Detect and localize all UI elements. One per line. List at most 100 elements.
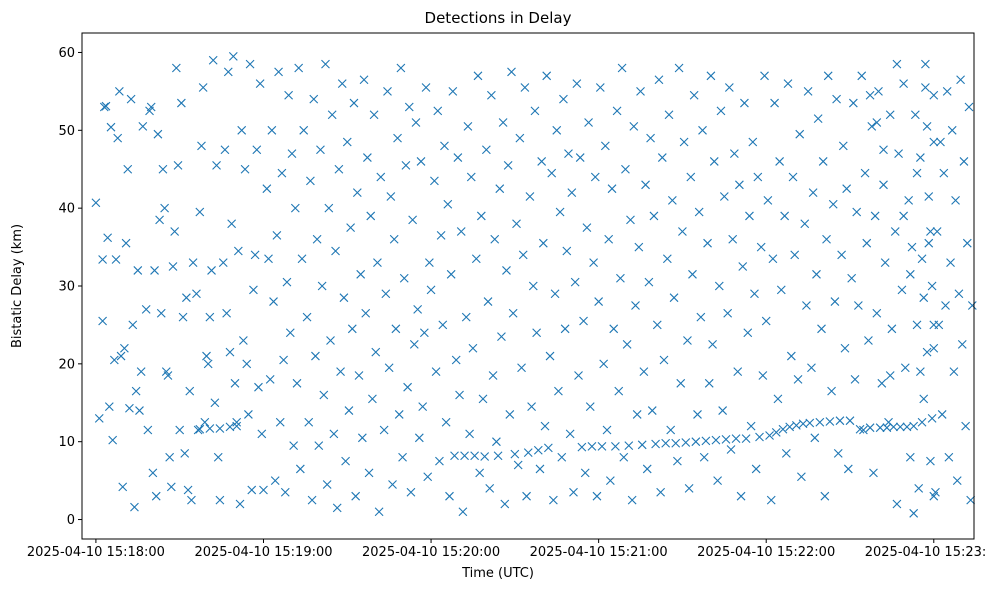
data-point — [103, 233, 113, 243]
data-point — [535, 464, 545, 474]
data-point — [297, 254, 307, 264]
data-point — [590, 172, 600, 182]
data-point — [952, 476, 962, 486]
data-point — [597, 441, 607, 451]
data-point — [745, 211, 754, 221]
data-point — [389, 234, 399, 244]
data-point — [237, 125, 247, 135]
data-point — [510, 449, 520, 459]
data-point — [926, 456, 935, 466]
data-point — [528, 281, 538, 291]
data-point — [667, 195, 677, 205]
data-point — [714, 281, 724, 291]
data-point — [600, 141, 610, 151]
data-point — [285, 328, 295, 338]
data-point — [602, 425, 612, 435]
data-point — [559, 94, 568, 104]
data-point — [356, 269, 366, 279]
data-point — [359, 75, 369, 85]
data-point — [736, 491, 746, 501]
data-point — [879, 180, 888, 190]
data-point — [929, 90, 939, 100]
data-point — [373, 258, 382, 268]
data-point — [743, 328, 753, 338]
data-point — [852, 207, 862, 217]
data-point — [533, 445, 543, 455]
data-point — [803, 86, 813, 96]
data-point — [820, 491, 830, 501]
data-point — [580, 468, 590, 478]
data-point — [341, 456, 350, 466]
data-point — [530, 106, 540, 116]
data-point — [168, 262, 178, 271]
data-point — [797, 472, 806, 482]
data-point — [386, 192, 396, 201]
data-point — [634, 242, 644, 252]
data-point — [478, 394, 488, 404]
data-point — [430, 176, 439, 186]
data-point — [483, 297, 493, 306]
data-point — [817, 324, 826, 334]
data-point — [611, 441, 620, 451]
data-point — [543, 443, 553, 453]
data-point — [538, 238, 548, 248]
data-point — [480, 452, 490, 461]
data-point — [125, 403, 134, 413]
data-point — [701, 436, 711, 446]
data-point — [138, 122, 148, 131]
data-point — [815, 417, 825, 427]
data-point — [121, 238, 131, 248]
data-point — [693, 410, 702, 419]
data-point — [215, 495, 225, 505]
data-point — [339, 293, 349, 303]
data-point — [560, 324, 570, 334]
data-point — [295, 464, 305, 474]
data-point — [572, 79, 582, 88]
data-point — [448, 86, 458, 96]
data-point — [855, 424, 865, 434]
data-point — [786, 351, 796, 361]
data-point — [864, 336, 873, 345]
data-point — [872, 118, 882, 127]
data-point — [445, 491, 454, 501]
data-point — [619, 452, 629, 462]
data-point — [711, 435, 721, 445]
data-point — [354, 371, 364, 380]
data-point — [929, 137, 939, 147]
data-point — [210, 398, 220, 408]
data-point — [875, 423, 885, 433]
data-point — [207, 266, 216, 275]
x-tick-label: 2025-04-10 15:20:00 — [362, 545, 500, 560]
data-point — [810, 433, 820, 443]
data-point — [847, 273, 857, 283]
data-point — [249, 285, 258, 295]
data-point — [336, 367, 345, 377]
data-point — [853, 301, 863, 310]
data-point — [520, 83, 530, 92]
data-point — [362, 153, 372, 162]
data-point — [818, 157, 828, 166]
data-point — [406, 487, 416, 497]
data-point — [435, 456, 444, 466]
data-point — [822, 234, 831, 244]
data-point — [946, 258, 955, 268]
data-point — [473, 71, 483, 81]
data-point — [492, 437, 501, 447]
data-point — [334, 164, 344, 174]
data-point — [614, 386, 624, 396]
data-point — [887, 324, 897, 334]
data-point — [909, 508, 919, 518]
data-point — [647, 406, 657, 415]
data-point — [277, 168, 287, 178]
data-point — [605, 476, 615, 486]
data-point — [594, 297, 604, 306]
data-point — [595, 83, 605, 92]
data-point — [316, 145, 325, 155]
data-point — [401, 160, 411, 170]
data-point — [431, 367, 441, 377]
data-point — [924, 238, 934, 248]
data-point — [250, 250, 260, 260]
data-point — [394, 410, 404, 419]
data-point — [317, 281, 327, 291]
x-axis: 2025-04-10 15:18:00 2025-04-10 15:19:00 20… — [27, 539, 985, 560]
